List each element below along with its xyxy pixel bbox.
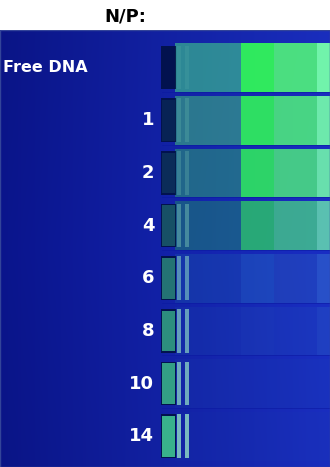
Bar [175, 201, 241, 250]
Bar [317, 149, 330, 197]
Text: 1: 1 [142, 111, 154, 129]
Text: 2: 2 [142, 164, 154, 182]
Bar [177, 99, 181, 142]
Text: 14: 14 [129, 427, 154, 446]
Bar [162, 153, 175, 193]
Bar [162, 100, 175, 141]
Bar [317, 96, 330, 144]
Text: 6: 6 [142, 269, 154, 287]
Bar [162, 416, 175, 457]
Bar [161, 256, 176, 300]
Bar [177, 415, 181, 458]
Text: 10: 10 [129, 375, 154, 393]
Bar [274, 201, 317, 250]
Bar [185, 309, 189, 353]
Bar [161, 362, 176, 405]
Bar [317, 43, 330, 92]
Bar [185, 362, 189, 405]
Bar [241, 254, 274, 303]
Bar [177, 309, 181, 353]
Bar [161, 46, 176, 89]
Bar [241, 43, 274, 92]
Bar [177, 362, 181, 405]
Bar [185, 415, 189, 458]
Text: 4: 4 [142, 217, 154, 234]
Bar [177, 256, 181, 300]
Bar [175, 307, 241, 355]
Text: 8: 8 [142, 322, 154, 340]
Bar [161, 99, 176, 142]
Bar [175, 149, 241, 197]
Bar [317, 201, 330, 250]
Bar [162, 311, 175, 351]
Bar [241, 149, 274, 197]
Bar [162, 258, 175, 298]
Bar [162, 363, 175, 404]
Bar [162, 205, 175, 246]
Bar [317, 254, 330, 303]
Bar [175, 43, 241, 92]
Bar [161, 151, 176, 195]
Bar [175, 96, 241, 144]
Bar [161, 204, 176, 248]
Bar [177, 204, 181, 248]
Bar [185, 46, 189, 89]
Bar [241, 201, 274, 250]
Bar [317, 307, 330, 355]
Bar [175, 360, 330, 408]
Bar [274, 307, 317, 355]
Text: Free DNA: Free DNA [3, 60, 88, 75]
Bar [175, 254, 241, 303]
Bar [274, 149, 317, 197]
Bar [161, 415, 176, 458]
Bar [241, 96, 274, 144]
Bar [185, 204, 189, 248]
Bar [185, 99, 189, 142]
Bar [185, 151, 189, 195]
Bar [175, 412, 330, 460]
Bar [161, 309, 176, 353]
Bar [274, 254, 317, 303]
Bar [177, 151, 181, 195]
Bar [274, 96, 317, 144]
Text: N/P:: N/P: [105, 7, 146, 26]
Bar [241, 307, 274, 355]
Bar [274, 43, 317, 92]
Bar [177, 46, 181, 89]
Bar [185, 256, 189, 300]
